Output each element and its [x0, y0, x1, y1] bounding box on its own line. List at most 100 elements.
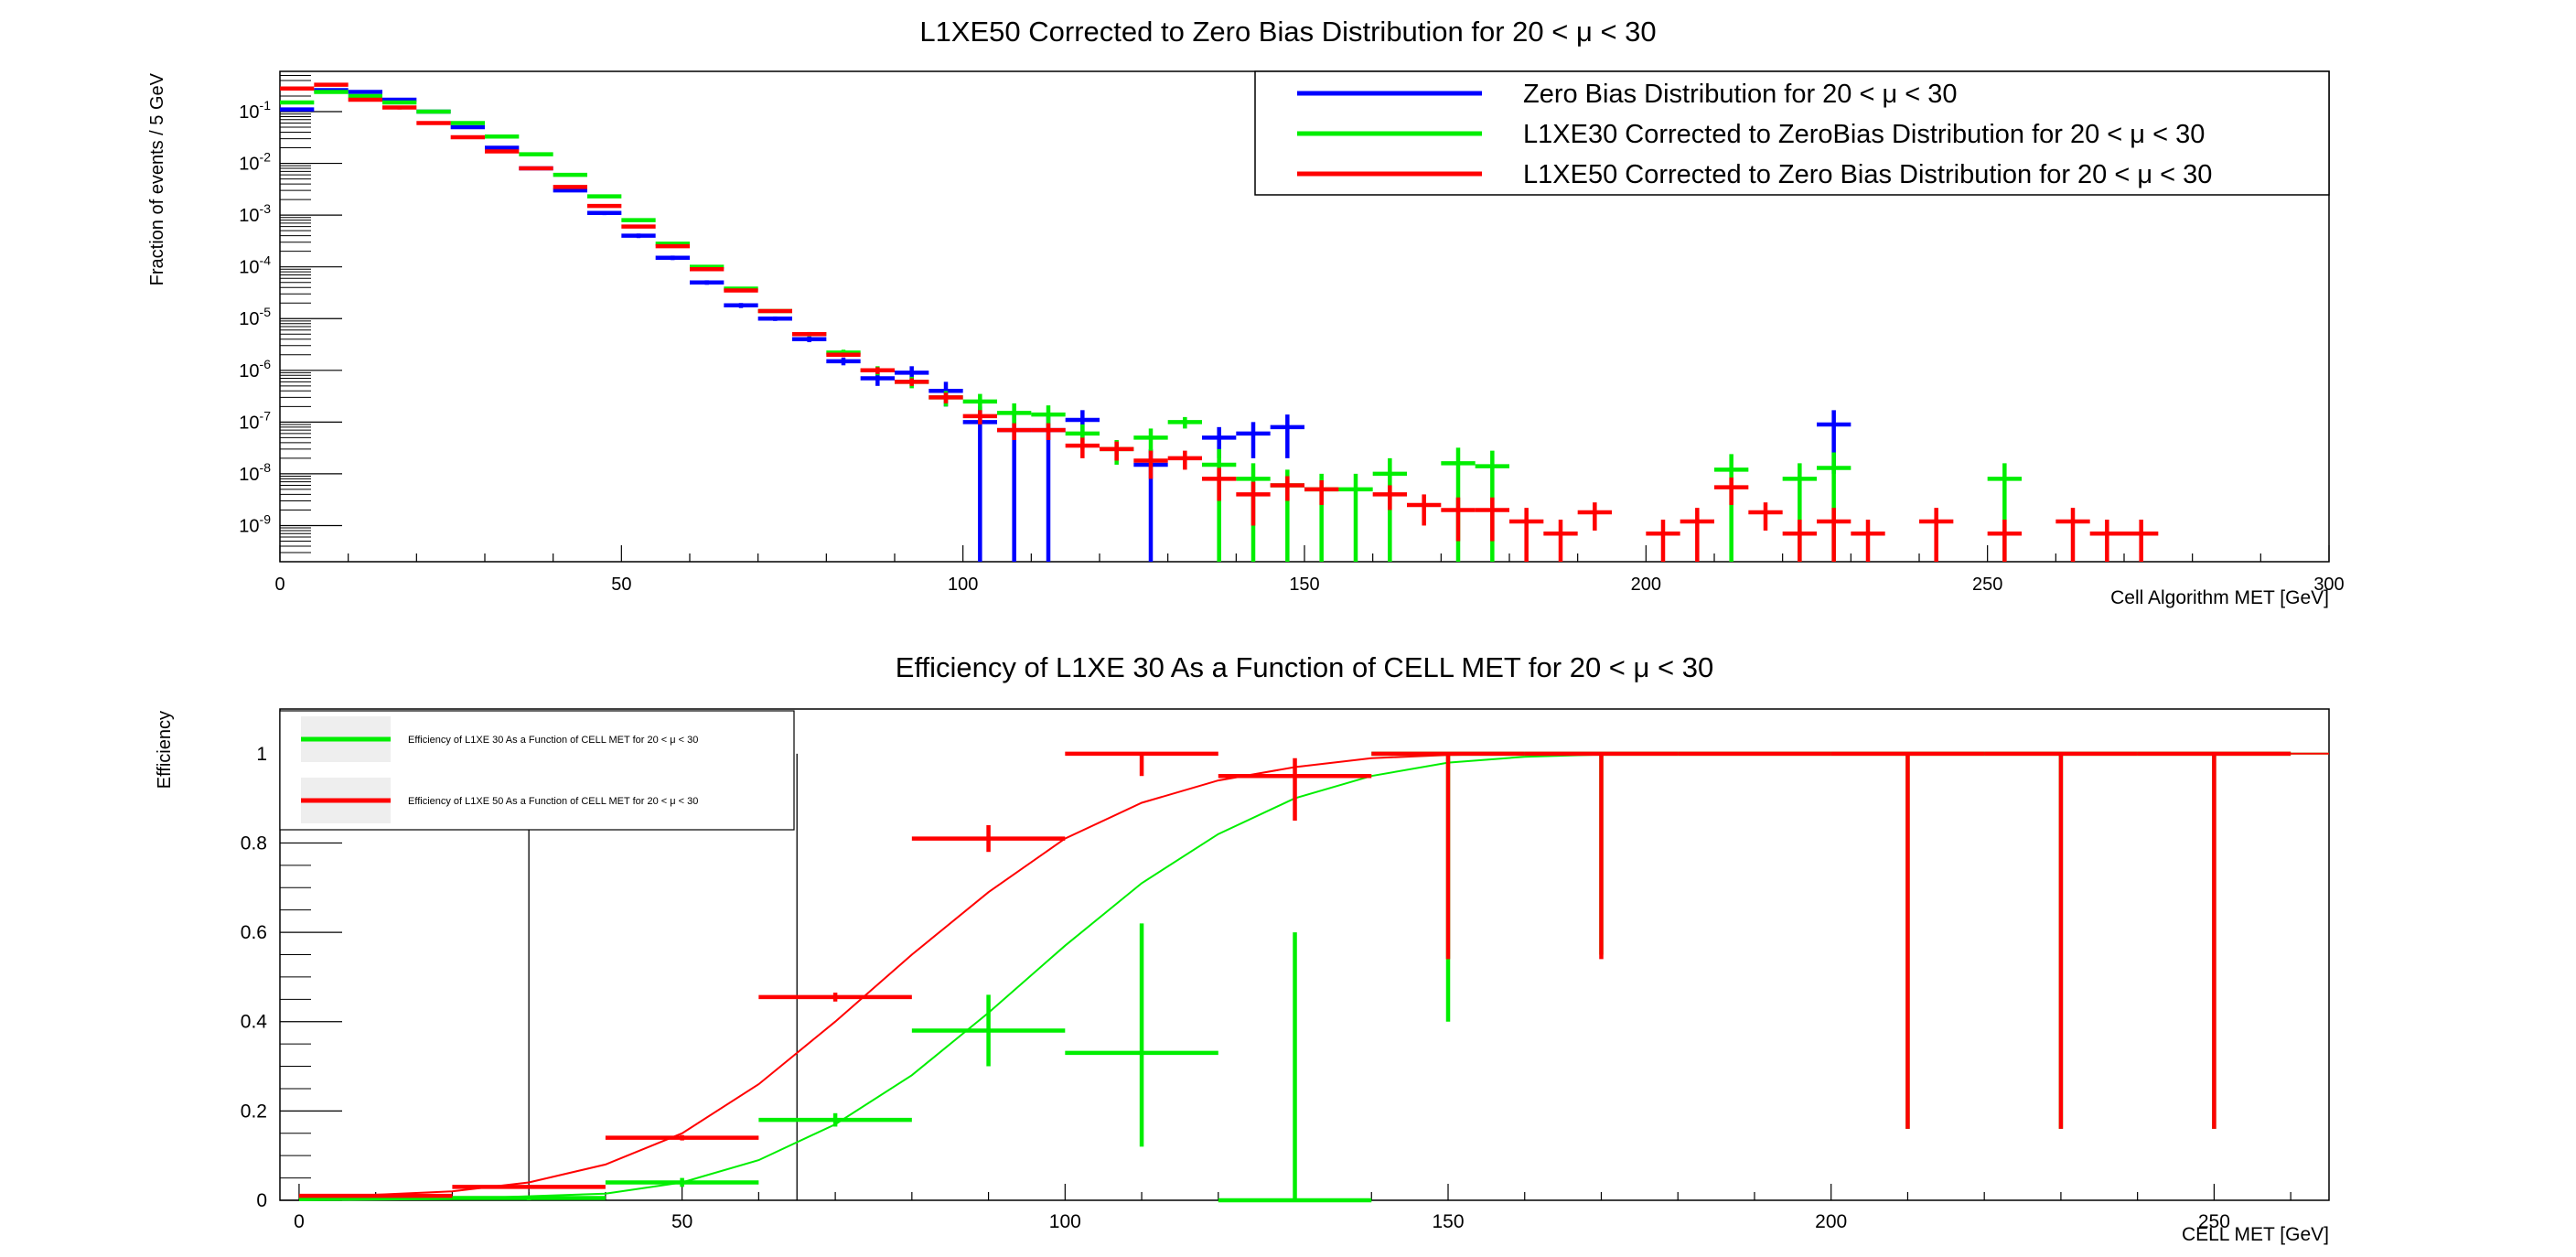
bottom-y-axis-label: Efficiency — [155, 711, 175, 789]
top-data-point — [1372, 485, 1407, 510]
bottom-data-point — [1984, 751, 2138, 1129]
top-data-point — [1236, 422, 1271, 458]
top-data-point — [1270, 414, 1304, 458]
bottom-fit-curve — [298, 752, 2329, 1199]
top-data-point — [621, 233, 656, 239]
top-data-point — [587, 194, 622, 199]
top-data-point — [1100, 441, 1134, 461]
top-data-point — [1270, 476, 1304, 501]
bottom-data-point — [758, 1112, 912, 1127]
bottom-data-point — [758, 992, 912, 1002]
bottom-data-point — [1065, 923, 1218, 1147]
top-data-point — [1646, 520, 1680, 562]
top-data-point — [450, 124, 485, 130]
top-y-axis-label: Fraction of events / 5 GeV — [147, 72, 167, 285]
top-data-point — [587, 210, 622, 216]
top-x-axis: 0 50 100 150 200 250 300 — [274, 545, 2345, 595]
top-data-point — [1509, 508, 1544, 562]
top-data-point — [1202, 448, 1237, 562]
top-data-point — [1167, 450, 1202, 470]
top-data-point — [1065, 437, 1100, 458]
top-data-point — [792, 332, 827, 337]
bottom-chart-title: Efficiency of L1XE 30 As a Function of C… — [896, 651, 1713, 683]
top-data-point — [382, 100, 417, 105]
top-y-tick-label: 10-7 — [239, 408, 271, 433]
bottom-chart: Efficiency of L1XE 30 As a Function of C… — [155, 651, 2330, 1245]
top-legend-label: L1XE50 Corrected to Zero Bias Distributi… — [1523, 160, 2212, 189]
top-y-axis: 10-9 10-8 10-7 10-6 10-5 10-4 10-3 10-2 10-1 — [239, 98, 342, 536]
top-y-tick-label: 10-4 — [239, 253, 271, 278]
top-data-point — [1441, 497, 1476, 542]
top-data-point — [1782, 520, 1817, 562]
top-data-point — [1919, 508, 1954, 562]
top-series-3 — [280, 82, 2159, 562]
top-data-point — [1133, 428, 1168, 454]
top-data-point — [621, 224, 656, 229]
bottom-x-tick-label: 100 — [1049, 1211, 1081, 1232]
top-series-group — [280, 82, 2159, 562]
bottom-legend-label: Efficiency of L1XE 50 As a Function of C… — [408, 796, 698, 807]
top-data-point — [348, 97, 382, 102]
top-data-point — [792, 336, 827, 343]
top-data-point — [1475, 497, 1509, 542]
top-x-axis-label: Cell Algorithm MET [GeV] — [2110, 587, 2329, 608]
top-data-point — [757, 316, 792, 321]
bottom-data-point — [911, 824, 1066, 853]
top-data-point — [962, 393, 997, 414]
top-data-point — [655, 255, 690, 261]
top-x-tick-label: 50 — [611, 575, 631, 595]
top-data-point — [1543, 520, 1578, 562]
top-data-point — [2055, 508, 2090, 562]
bottom-legend: Efficiency of L1XE 30 As a Function of C… — [279, 710, 795, 831]
bottom-y-tick-label: 0.8 — [241, 833, 267, 854]
bottom-series-group — [298, 751, 2292, 1203]
top-data-point — [485, 134, 520, 139]
top-data-point — [962, 410, 997, 424]
top-data-point — [1851, 520, 1885, 562]
bottom-data-point — [1524, 751, 1679, 960]
top-chart-title: L1XE50 Corrected to Zero Bias Distributi… — [919, 16, 1656, 48]
top-data-point — [690, 280, 724, 285]
bottom-data-point — [452, 1185, 606, 1189]
top-data-point — [1577, 502, 1612, 531]
top-data-point — [826, 352, 861, 358]
bottom-x-tick-label: 250 — [2198, 1211, 2230, 1232]
top-data-point — [450, 121, 485, 125]
top-data-point — [450, 134, 485, 140]
top-data-point — [1748, 502, 1783, 531]
top-data-point — [485, 145, 520, 150]
top-data-point — [314, 82, 349, 87]
bottom-legend-label: Efficiency of L1XE 30 As a Function of C… — [408, 735, 698, 746]
bottom-series-2 — [298, 751, 2292, 1198]
top-chart: L1XE50 Corrected to Zero Bias Distributi… — [147, 16, 2345, 608]
top-data-point — [1304, 479, 1339, 505]
top-data-point — [1133, 450, 1168, 479]
bottom-data-point — [1830, 751, 1985, 1129]
bottom-data-point — [605, 1177, 759, 1187]
bottom-data-point — [2137, 751, 2292, 1129]
top-data-point — [655, 243, 690, 249]
top-data-point — [553, 188, 587, 193]
top-data-point — [519, 152, 553, 156]
top-legend-label: Zero Bias Distribution for 20 < μ < 30 — [1523, 80, 1958, 109]
top-data-point — [416, 121, 451, 125]
top-x-tick-label: 0 — [274, 575, 284, 595]
top-data-point — [2124, 520, 2159, 562]
top-y-tick-label: 10-5 — [239, 305, 271, 329]
top-data-point — [280, 86, 315, 91]
top-y-tick-label: 10-2 — [239, 150, 271, 175]
top-data-point — [587, 203, 622, 209]
top-legend: Zero Bias Distribution for 20 < μ < 30 L1… — [1254, 70, 2330, 196]
top-data-point — [314, 90, 349, 94]
bottom-y-tick-label: 0.2 — [241, 1101, 267, 1122]
top-data-point — [1680, 508, 1714, 562]
top-y-tick-label: 10-3 — [239, 201, 271, 226]
top-y-tick-label: 10-9 — [239, 511, 271, 536]
bottom-data-point — [1065, 751, 1218, 777]
top-data-point — [895, 378, 929, 386]
top-data-point — [1817, 508, 1852, 562]
top-data-point — [1714, 454, 1749, 562]
top-data-point — [928, 392, 963, 403]
top-data-point — [621, 218, 656, 222]
top-data-point — [485, 149, 520, 154]
